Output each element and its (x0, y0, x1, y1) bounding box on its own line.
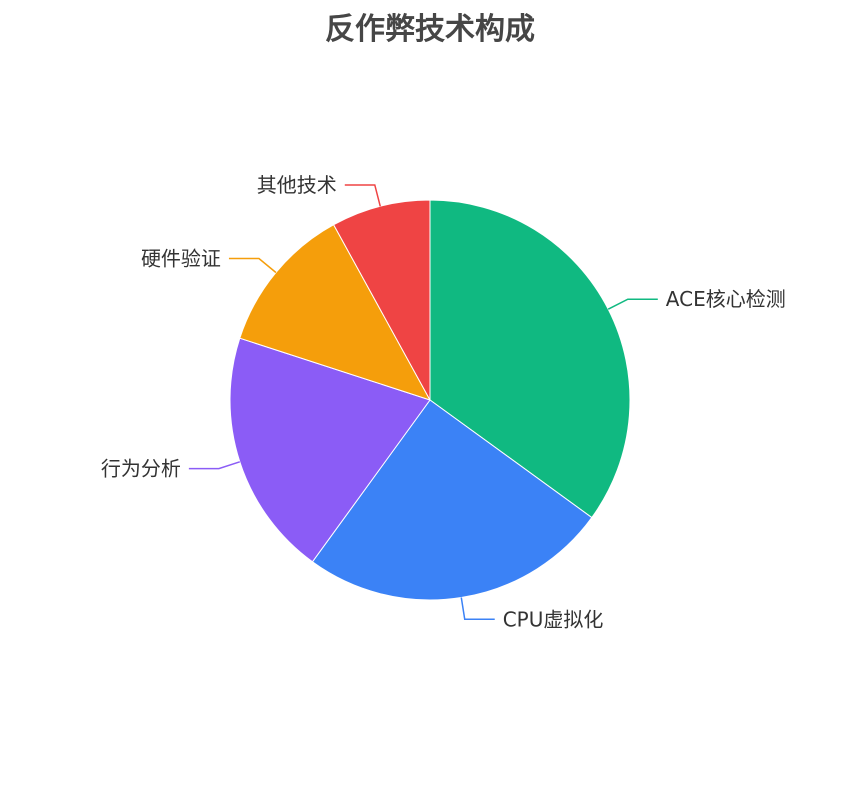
label-line (188, 461, 241, 470)
slice-label: 行为分析 (101, 457, 181, 481)
pie-slice[interactable] (429, 199, 631, 519)
pie-slice[interactable] (229, 337, 431, 563)
slice-label: 其他技术 (257, 173, 337, 197)
label-line (344, 184, 381, 207)
pie-slice[interactable] (311, 399, 593, 601)
chart-title: 反作弊技术构成 (325, 12, 535, 47)
label-line (607, 298, 658, 310)
slice-label: CPU虚拟化 (503, 607, 604, 631)
label-line (228, 257, 277, 274)
pie-slice[interactable] (332, 199, 431, 401)
slice-label: 硬件验证 (141, 246, 221, 270)
pie-slice[interactable] (239, 224, 432, 401)
label-line (460, 597, 495, 621)
slice-label: ACE核心检测 (666, 287, 786, 311)
